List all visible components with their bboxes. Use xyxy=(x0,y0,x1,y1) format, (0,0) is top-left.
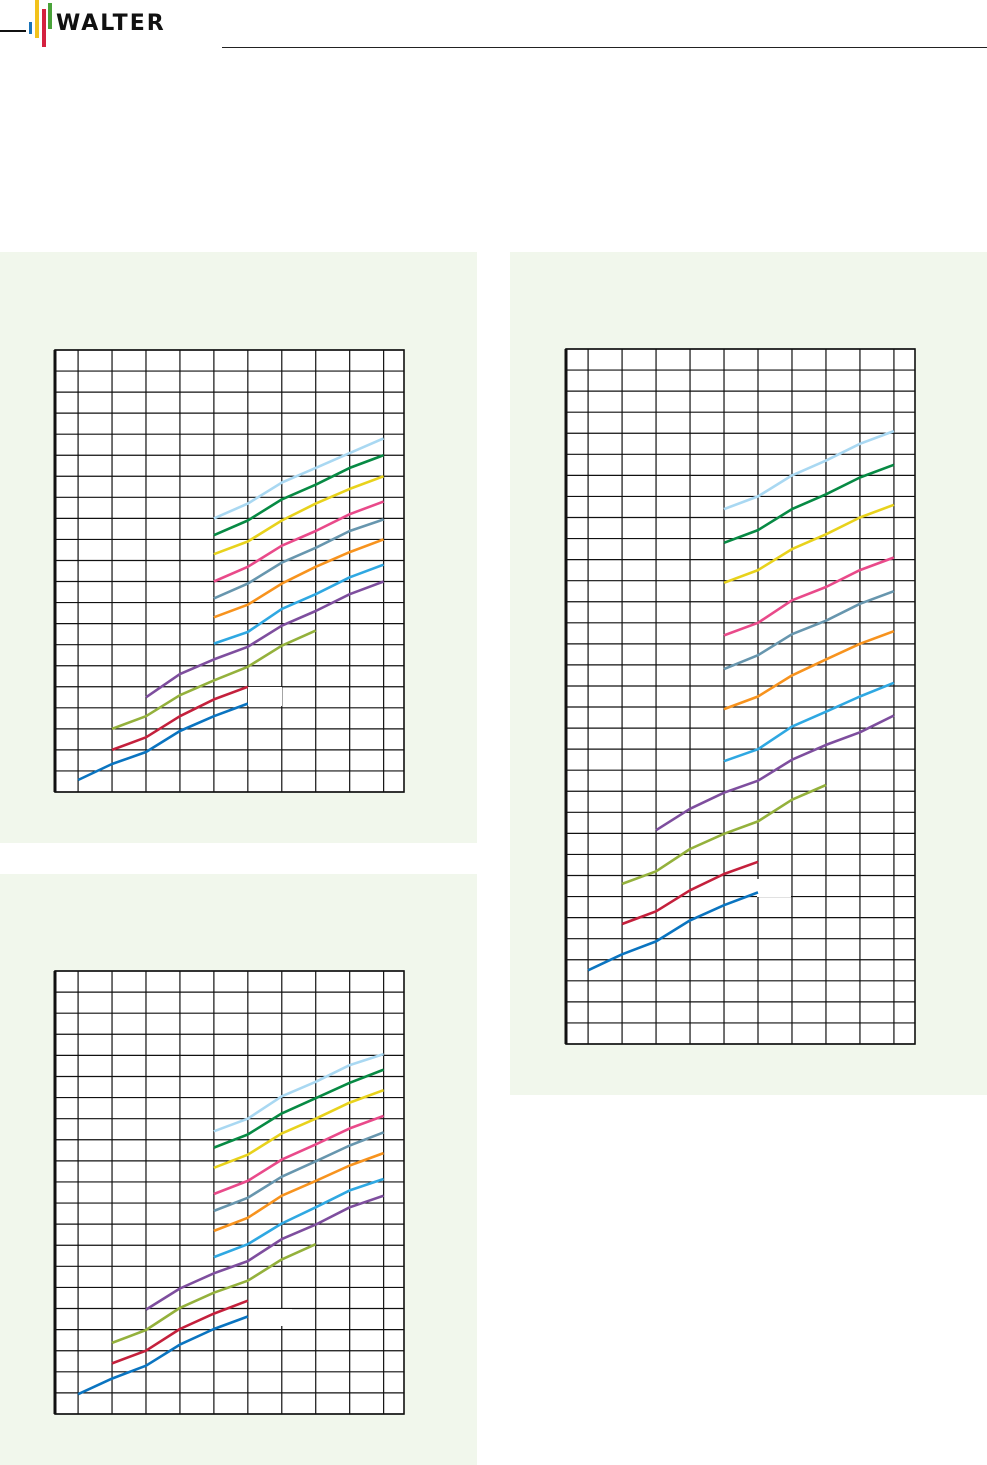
series-line-4 xyxy=(145,1194,385,1311)
series-line-2 xyxy=(621,860,759,926)
series-line-1 xyxy=(77,1315,249,1396)
header-rule xyxy=(222,47,987,48)
series-line-3 xyxy=(111,1243,317,1345)
walter-logo: WALTER xyxy=(0,0,164,55)
series-line-11 xyxy=(213,437,385,520)
series-line-7 xyxy=(213,518,385,600)
series-line-11 xyxy=(723,429,895,511)
series-line-8 xyxy=(213,500,385,583)
line-chart-3 xyxy=(564,348,916,1045)
logo-bars-icon xyxy=(0,0,52,47)
series-line-3 xyxy=(111,629,317,731)
label-mask xyxy=(757,879,791,897)
series-line-10 xyxy=(213,1068,385,1149)
series-line-1 xyxy=(77,702,249,782)
series-line-5 xyxy=(213,563,385,645)
line-chart-2 xyxy=(53,970,405,1415)
series-line-10 xyxy=(213,453,385,537)
label-mask xyxy=(250,1309,292,1326)
label-mask xyxy=(248,687,282,706)
plot-area xyxy=(55,350,404,792)
series-line-1 xyxy=(587,891,759,972)
series-line-9 xyxy=(213,1088,385,1170)
series-line-2 xyxy=(111,1299,249,1365)
series-line-5 xyxy=(723,681,895,763)
series-line-6 xyxy=(723,629,895,711)
series-line-9 xyxy=(213,475,385,556)
plot-area xyxy=(55,971,404,1414)
series-line-8 xyxy=(213,1114,385,1196)
series-line-6 xyxy=(213,1151,385,1233)
series-line-10 xyxy=(723,463,895,545)
series-line-8 xyxy=(723,556,895,637)
series-line-9 xyxy=(723,503,895,585)
series-line-4 xyxy=(655,714,895,832)
series-line-3 xyxy=(621,783,827,886)
series-line-5 xyxy=(213,1177,385,1259)
series-line-7 xyxy=(213,1131,385,1213)
line-chart-1 xyxy=(53,349,405,793)
series-line-11 xyxy=(213,1052,385,1133)
series-line-4 xyxy=(145,580,385,699)
series-line-2 xyxy=(111,685,249,752)
logo-text: WALTER xyxy=(56,11,166,36)
series-line-6 xyxy=(213,538,385,619)
series-line-7 xyxy=(723,589,895,671)
